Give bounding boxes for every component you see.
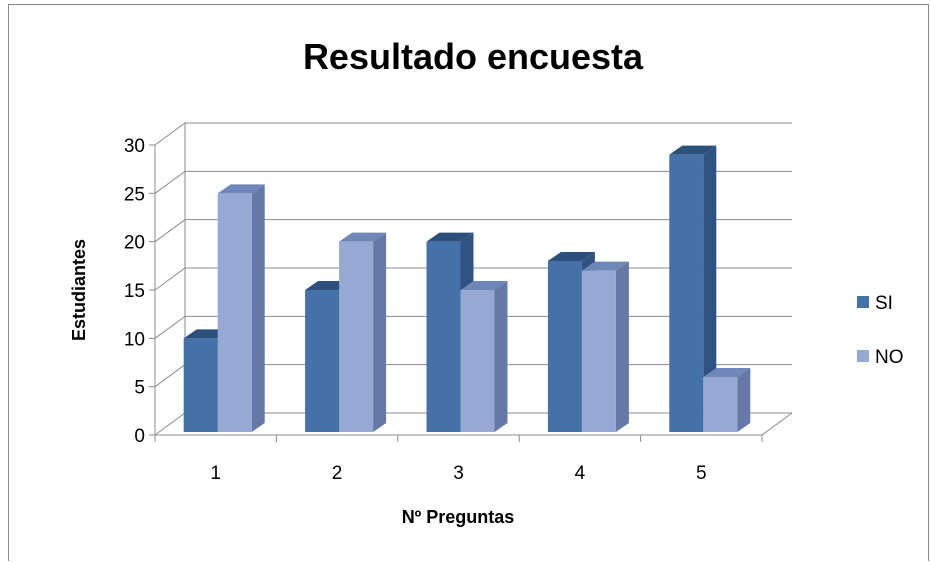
bar-front bbox=[669, 154, 704, 432]
legend-item-si: SI bbox=[857, 293, 893, 314]
legend-item-no: NO bbox=[857, 347, 904, 368]
bar-top bbox=[460, 281, 508, 290]
bar-side bbox=[737, 368, 751, 432]
y-tick-label: 20 bbox=[124, 233, 145, 254]
bar-front bbox=[547, 261, 582, 432]
legend-swatch bbox=[857, 350, 869, 362]
bar-front bbox=[426, 241, 461, 432]
bar-top bbox=[703, 368, 751, 377]
bar-si-3 bbox=[426, 232, 474, 432]
x-tick-label: 2 bbox=[332, 463, 343, 484]
bar-front bbox=[581, 270, 616, 432]
bar-front bbox=[339, 241, 374, 432]
bar-top bbox=[426, 232, 474, 242]
bar-top bbox=[669, 145, 717, 155]
x-axis-ticks: 1 2 3 4 5 bbox=[154, 435, 763, 484]
y-tick-label: 25 bbox=[124, 184, 145, 205]
y-tick-label: 10 bbox=[124, 329, 145, 350]
bar-side bbox=[373, 232, 387, 432]
gridline bbox=[154, 219, 792, 243]
x-tick-label: 3 bbox=[453, 463, 464, 484]
y-axis-title: Estudiantes bbox=[69, 239, 89, 341]
bar-side bbox=[703, 145, 717, 432]
bar-no-5 bbox=[703, 368, 751, 432]
legend-swatch bbox=[857, 296, 869, 308]
x-tick-label: 4 bbox=[575, 463, 586, 484]
bar-top bbox=[339, 232, 387, 242]
bar-side bbox=[615, 261, 629, 432]
bar-no-3 bbox=[460, 281, 508, 432]
bar-side bbox=[494, 281, 508, 432]
chart-title: Resultado encuesta bbox=[303, 36, 644, 77]
y-tick-label: 0 bbox=[134, 426, 145, 447]
bar-front bbox=[305, 290, 340, 432]
y-tick-label: 15 bbox=[124, 281, 145, 302]
bar-front bbox=[460, 290, 495, 432]
legend-label: SI bbox=[875, 293, 893, 314]
bar-side bbox=[251, 184, 265, 432]
bar-no-4 bbox=[581, 261, 629, 432]
gridline bbox=[154, 122, 792, 146]
bar-top bbox=[581, 261, 629, 271]
bar-front bbox=[703, 377, 738, 432]
gridline bbox=[154, 170, 792, 194]
legend: SI NO bbox=[857, 293, 904, 368]
x-axis-title: Nº Preguntas bbox=[402, 507, 515, 527]
bar-front bbox=[183, 338, 218, 432]
bar-front bbox=[217, 193, 252, 432]
bar-no-2 bbox=[339, 232, 387, 432]
y-tick-label: 30 bbox=[124, 136, 145, 157]
bar-top bbox=[547, 252, 595, 261]
bar-top bbox=[217, 184, 265, 194]
y-tick-label: 5 bbox=[134, 378, 145, 399]
chart-frame bbox=[8, 4, 929, 561]
bar-no-1 bbox=[217, 184, 265, 432]
x-tick-label: 5 bbox=[696, 463, 707, 484]
bar-si-5 bbox=[669, 145, 717, 432]
bars bbox=[183, 145, 751, 432]
y-axis-ticks: 0 5 10 15 20 25 30 bbox=[124, 136, 145, 447]
x-tick-label: 1 bbox=[210, 463, 221, 484]
legend-label: NO bbox=[875, 347, 904, 368]
